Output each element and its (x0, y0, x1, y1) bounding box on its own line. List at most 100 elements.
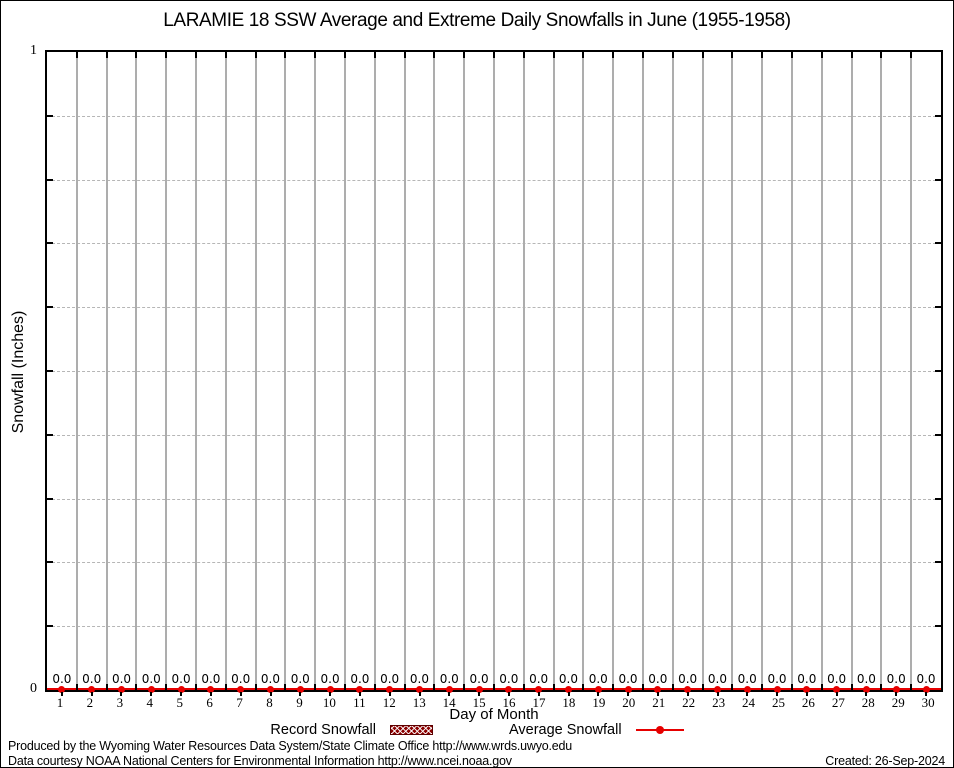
x-minor-tick-bottom (612, 684, 615, 690)
point-value-label: 0.0 (499, 672, 519, 686)
value-slot: 0.0 (256, 672, 286, 686)
x-tick-label: 22 (682, 695, 696, 710)
x-minor-tick-top (463, 52, 466, 58)
x-tick-label: 29 (891, 695, 905, 710)
vertical-gridline (105, 52, 108, 690)
value-slot: 0.0 (583, 672, 613, 686)
x-tick-label: 20 (622, 695, 636, 710)
x-minor-tick-top (194, 52, 197, 58)
x-major-tick-out (567, 692, 570, 696)
point-value-label: 0.0 (678, 672, 698, 686)
data-point-marker (445, 686, 453, 693)
y-tick-left (47, 114, 53, 117)
value-slot: 0.0 (434, 672, 464, 686)
marker-slot (345, 686, 375, 693)
x-minor-tick-bottom (433, 684, 436, 690)
x-minor-tick-bottom (671, 684, 674, 690)
x-tick-label: 11 (353, 695, 366, 710)
data-point-marker (207, 686, 215, 693)
x-minor-tick-bottom (165, 684, 168, 690)
legend-average-label: Average Snowfall (508, 722, 622, 738)
x-minor-tick-bottom (582, 684, 585, 690)
vertical-gridline (403, 52, 406, 690)
point-value-label: 0.0 (707, 672, 727, 686)
vertical-gridline (314, 52, 317, 690)
data-point-marker (892, 686, 900, 693)
x-minor-tick-top (403, 52, 406, 58)
x-minor-tick-bottom (194, 684, 197, 690)
y-tick-left (47, 497, 53, 500)
x-minor-tick-top (671, 52, 674, 58)
point-value-label: 0.0 (737, 672, 757, 686)
x-minor-tick-top (761, 52, 764, 58)
legend: Record Snowfall Average Snowfall (1, 722, 953, 738)
x-minor-tick-top (820, 52, 823, 58)
data-point-marker (624, 686, 632, 693)
marker-slot (196, 686, 226, 693)
value-slot: 0.0 (107, 672, 137, 686)
vertical-gridline (194, 52, 197, 690)
point-value-label: 0.0 (141, 672, 161, 686)
marker-slot (256, 686, 286, 693)
x-minor-tick-top (612, 52, 615, 58)
data-point-marker (922, 686, 930, 693)
data-point-marker (415, 686, 423, 693)
data-point-marker (833, 686, 841, 693)
x-major-tick-out (507, 692, 510, 696)
marker-slot (136, 686, 166, 693)
x-minor-tick-bottom (552, 684, 555, 690)
marker-slot (524, 686, 554, 693)
x-minor-tick-bottom (284, 684, 287, 690)
value-slot: 0.0 (345, 672, 375, 686)
marker-slot (792, 686, 822, 693)
point-value-label: 0.0 (111, 672, 132, 686)
x-minor-tick-top (552, 52, 555, 58)
y-tick-right (935, 561, 941, 564)
x-major-tick-out (358, 692, 361, 696)
data-point-marker (505, 686, 513, 693)
y-tick-left (47, 625, 53, 628)
x-major-tick-out (478, 692, 481, 696)
vertical-gridline (731, 52, 734, 690)
x-major-tick-out (835, 692, 838, 696)
y-tick-right (935, 114, 941, 117)
x-minor-tick-bottom (403, 684, 406, 690)
footer-produced-by: Produced by the Wyoming Water Resources … (8, 739, 573, 753)
marker-slot (762, 686, 792, 693)
x-major-tick-out (299, 692, 302, 696)
data-point-marker (386, 686, 394, 693)
data-point-marker (237, 686, 245, 693)
marker-slot (643, 686, 673, 693)
value-slot: 0.0 (822, 672, 852, 686)
vertical-gridline (582, 52, 585, 690)
x-major-tick-out (746, 692, 749, 696)
value-slot: 0.0 (47, 672, 77, 686)
point-value-row: 0.0 0.0 0.0 0.0 0.0 0.0 0.0 0.0 0.0 0.0 0.0 0.0 0.0 0… (47, 672, 941, 686)
point-value-label: 0.0 (916, 672, 936, 686)
point-marker-row (47, 686, 941, 693)
vertical-gridline (343, 52, 346, 690)
x-major-tick-out (805, 692, 808, 696)
data-point-marker (475, 686, 483, 693)
marker-slot (822, 686, 852, 693)
x-minor-tick-top (314, 52, 317, 58)
x-minor-tick-top (224, 52, 227, 58)
x-minor-tick-bottom (105, 684, 108, 690)
y-tick-left (47, 242, 53, 245)
x-minor-tick-top (284, 52, 287, 58)
point-value-label: 0.0 (350, 672, 370, 686)
data-point-marker (684, 686, 692, 693)
marker-slot (434, 686, 464, 693)
point-value-label: 0.0 (260, 672, 281, 686)
x-minor-tick-bottom (373, 684, 376, 690)
x-major-tick-out (60, 692, 63, 696)
x-tick-label: 16 (502, 695, 516, 710)
marker-slot (583, 686, 613, 693)
data-point-marker (147, 686, 155, 693)
x-tick-label: 30 (921, 695, 935, 710)
x-major-tick-out (329, 692, 332, 696)
marker-slot (315, 686, 345, 693)
y-tick-left (47, 306, 53, 309)
x-major-tick-out (448, 692, 451, 696)
value-slot: 0.0 (196, 672, 226, 686)
